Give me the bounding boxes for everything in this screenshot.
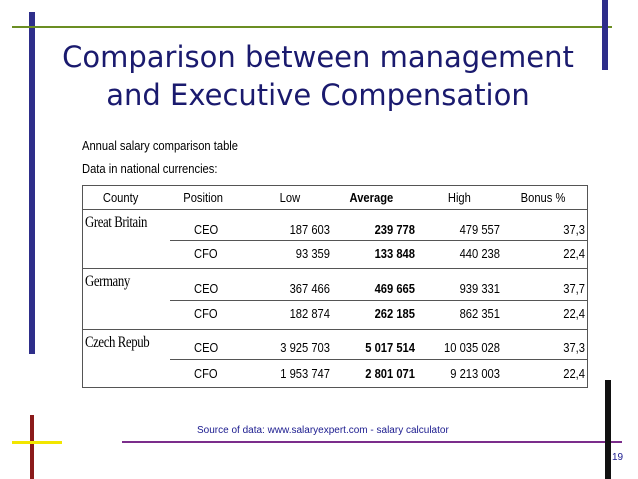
low-cell: 367 466 [289,281,330,296]
high-cell: 862 351 [459,306,500,321]
country-divider [82,329,588,330]
average-cell: 133 848 [374,246,415,261]
high-cell: 10 035 028 [444,340,500,355]
slide-title-line-2: and Executive Compensation [106,78,530,112]
header-high: High [447,190,471,205]
high-cell: 479 557 [459,222,500,237]
position-cell: CFO [194,366,218,381]
country-divider [82,268,588,269]
table-divider [82,209,588,210]
country-name: Czech Repub [85,334,150,351]
position-cell: CEO [194,281,219,296]
position-cell: CEO [194,222,219,237]
low-cell: 3 925 703 [280,340,330,355]
high-cell: 939 331 [459,281,500,296]
high-cell: 9 213 003 [450,366,500,381]
table-subcaption: Data in national currencies: [82,161,218,176]
bonus-cell: 22,4 [563,366,585,381]
header-average: Average [349,190,394,205]
row-divider [170,300,588,301]
page-number: 19 [612,452,624,463]
decorative-bar-bottom-right [605,380,611,479]
header-bonus: Bonus % [520,190,566,205]
average-cell: 2 801 071 [365,366,415,381]
bonus-cell: 22,4 [563,306,585,321]
position-cell: CFO [194,246,218,261]
decorative-bar-left [29,12,35,354]
header-low: Low [279,190,301,205]
average-cell: 469 665 [374,281,415,296]
position-cell: CEO [194,340,219,355]
source-note: Source of data: www.salaryexpert.com - s… [197,425,449,436]
bonus-cell: 37,7 [563,281,585,296]
country-name: Germany [85,273,130,290]
low-cell: 93 359 [295,246,330,261]
salary-table [82,185,588,388]
average-cell: 262 185 [374,306,415,321]
row-divider [170,240,588,241]
header-position: Position [183,190,224,205]
average-cell: 239 778 [374,222,415,237]
table-caption: Annual salary comparison table [82,138,238,153]
bonus-cell: 22,4 [563,246,585,261]
low-cell: 182 874 [289,306,330,321]
slide-title-line-1: Comparison between management [62,40,574,74]
bonus-cell: 37,3 [563,222,585,237]
slide-title: Comparison between management and Execut… [40,38,596,114]
low-cell: 187 603 [289,222,330,237]
average-cell: 5 017 514 [365,340,415,355]
decorative-line-top [12,26,612,28]
country-name: Great Britain [85,214,147,231]
decorative-bar-bottom-left [30,415,34,479]
decorative-line-bottom [122,441,622,443]
decorative-bar-right [602,0,608,70]
bonus-cell: 37,3 [563,340,585,355]
row-divider [170,359,588,360]
low-cell: 1 953 747 [280,366,330,381]
high-cell: 440 238 [459,246,500,261]
header-country: County [102,190,139,205]
position-cell: CFO [194,306,218,321]
decorative-line-bottom-left [12,441,62,444]
